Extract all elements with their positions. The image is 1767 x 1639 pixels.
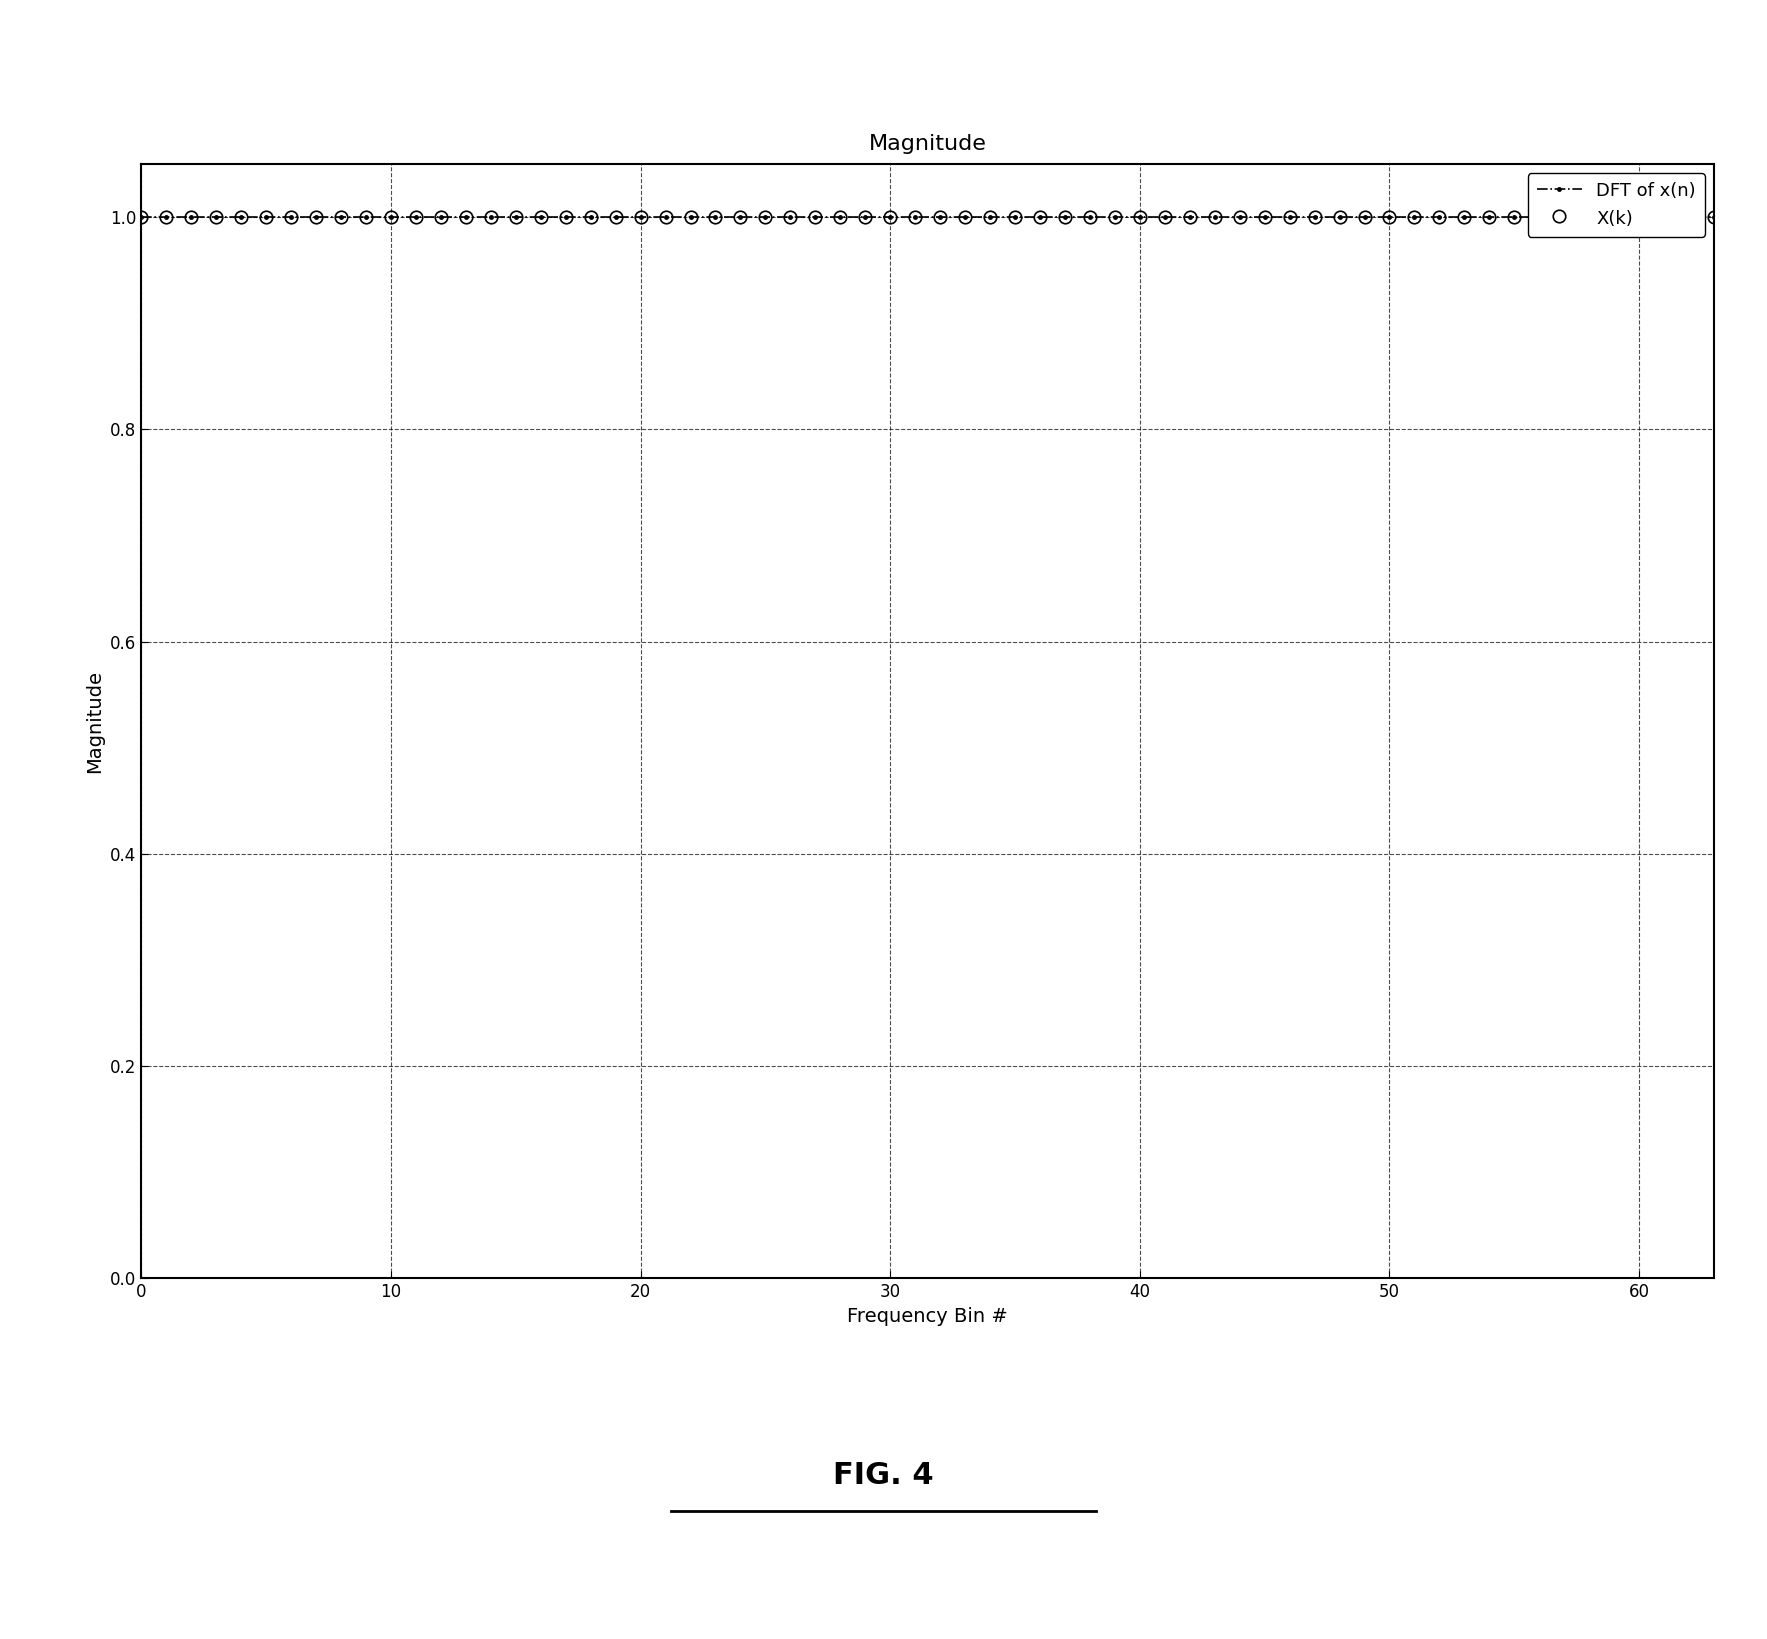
- Text: FIG. 4: FIG. 4: [834, 1460, 933, 1490]
- Title: Magnitude: Magnitude: [869, 134, 986, 154]
- Legend: DFT of x(n), X(k): DFT of x(n), X(k): [1528, 174, 1705, 236]
- Y-axis label: Magnitude: Magnitude: [85, 670, 104, 772]
- X-axis label: Frequency Bin #: Frequency Bin #: [848, 1306, 1007, 1326]
